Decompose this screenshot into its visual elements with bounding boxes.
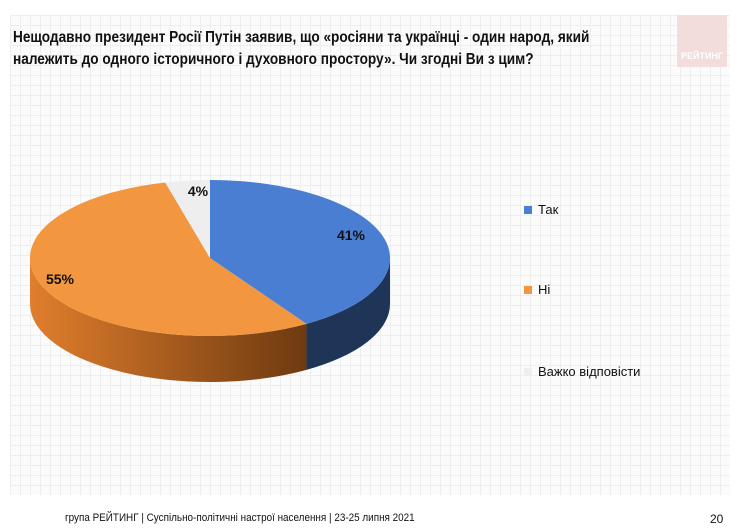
pie-slice-0 (210, 180, 391, 324)
pie-slice-1 (30, 182, 307, 336)
chart-title: Нещодавно президент Росії Путін заявив, … (13, 29, 590, 68)
legend-item-yes: Так (524, 202, 558, 217)
data-label-2: 4% (188, 183, 209, 199)
legend-swatch (524, 205, 532, 214)
data-label-1: 55% (46, 271, 75, 287)
pie-side-0 (306, 258, 390, 370)
legend-item-hard-to-say: Важко відповісти (524, 364, 640, 379)
page-number: 20 (710, 512, 724, 526)
data-label-0: 41% (337, 227, 366, 243)
rating-logo: РЕЙТИНГ (677, 15, 727, 67)
legend-swatch (524, 367, 532, 376)
pie-slice-2 (165, 180, 210, 258)
legend-item-no: Ні (524, 282, 550, 297)
legend-swatch (524, 285, 532, 294)
pie-side-1 (30, 258, 307, 383)
footer-text: група РЕЙТИНГ | Суспільно-політичні наст… (65, 512, 415, 524)
